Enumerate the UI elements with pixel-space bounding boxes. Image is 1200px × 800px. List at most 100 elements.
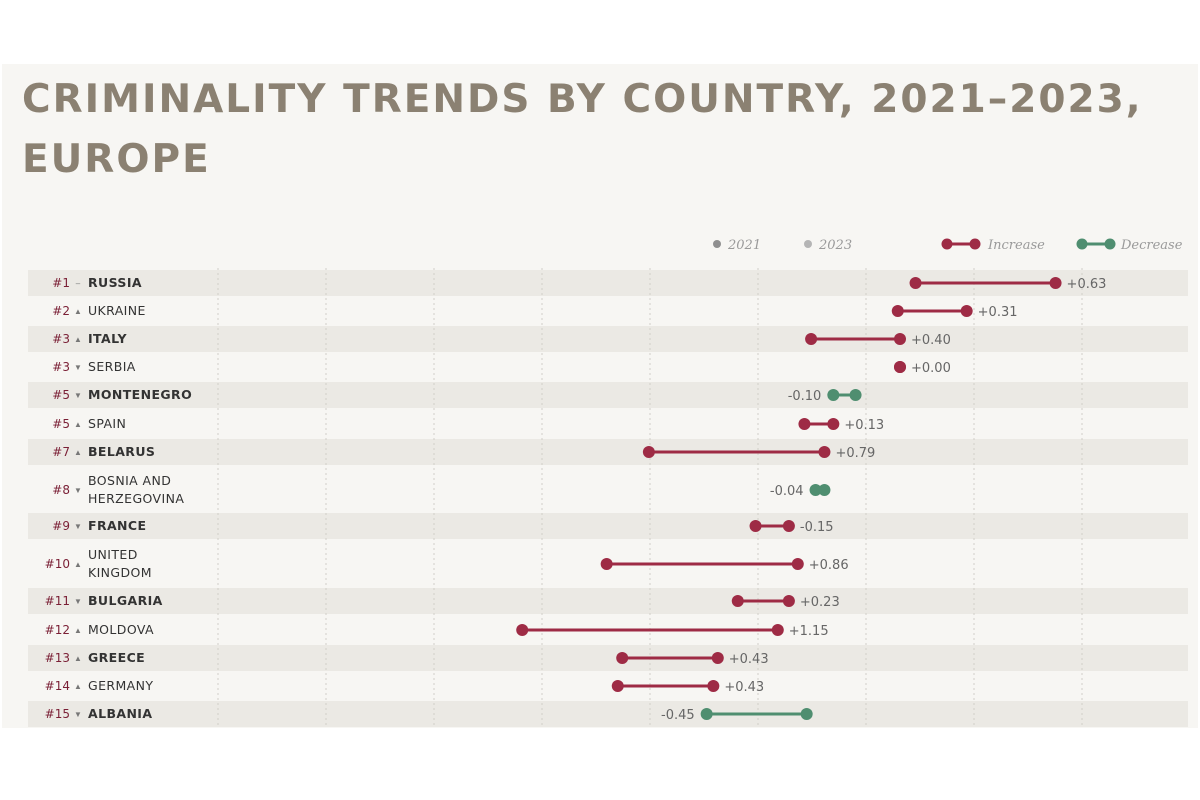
dot-2023 [827, 389, 840, 401]
row-stripe [28, 701, 1188, 727]
rank-label: #15 [45, 707, 70, 721]
trend-arrow: ▼ [74, 363, 82, 372]
chart-title: CRIMINALITY TRENDS BY COUNTRY, 2021–2023… [22, 77, 1143, 182]
dot-2023 [707, 680, 720, 692]
country-label: BELARUS [88, 444, 155, 459]
change-label: +0.31 [978, 305, 1018, 320]
dot-2021 [782, 520, 795, 532]
country-label: KINGDOM [88, 565, 152, 580]
rank-label: #3 [52, 332, 70, 346]
country-label: SPAIN [88, 416, 126, 431]
rank-label: #12 [45, 623, 70, 637]
change-label: +0.00 [911, 361, 951, 376]
change-label: +0.79 [835, 446, 875, 461]
legend-label-2021: 2021 [727, 238, 761, 253]
trend-arrow: ▲ [74, 626, 82, 635]
trend-arrow: ▲ [74, 448, 82, 457]
rank-label: #10 [45, 557, 70, 571]
rank-label: #1 [52, 276, 70, 290]
change-label: +0.23 [800, 595, 840, 610]
change-label: +0.43 [729, 652, 769, 667]
country-label: MONTENEGRO [88, 387, 192, 402]
row-stripe [28, 382, 1188, 408]
trend-arrow: ▲ [74, 335, 82, 344]
dot-2021 [805, 333, 818, 345]
trend-arrow: ▼ [74, 522, 82, 531]
dot-2023 [791, 558, 804, 570]
legend-increase-dot [969, 238, 981, 250]
trend-arrow: ▲ [74, 307, 82, 316]
trend-arrow: ▼ [74, 710, 82, 719]
change-label: -0.45 [661, 708, 695, 723]
rank-label: #9 [52, 519, 70, 533]
rank-label: #7 [52, 445, 70, 459]
change-label: +1.15 [789, 624, 829, 639]
rank-label: #11 [45, 594, 70, 608]
legend-increase-dot [941, 238, 953, 250]
legend-label-2023: 2023 [818, 238, 852, 253]
country-label: UKRAINE [88, 303, 146, 318]
trend-arrow: – [76, 279, 81, 288]
dot-2021 [891, 305, 904, 317]
country-label: BOSNIA AND [88, 473, 171, 488]
dot-2021 [849, 389, 862, 401]
change-label: +0.40 [911, 333, 951, 348]
rank-label: #8 [52, 483, 70, 497]
dot-2023 [700, 708, 713, 720]
trend-arrow: ▼ [74, 597, 82, 606]
dot-2023 [894, 333, 906, 345]
trend-arrow: ▲ [74, 560, 82, 569]
country-label: RUSSIA [88, 275, 142, 290]
country-label: MOLDOVA [88, 622, 154, 637]
dot-2021 [600, 558, 613, 570]
change-label: -0.15 [800, 520, 834, 535]
country-label: ALBANIA [88, 706, 152, 721]
row-stripe [28, 645, 1188, 671]
row-stripe [28, 439, 1188, 465]
country-label: BULGARIA [88, 593, 163, 608]
dot-2023 [782, 595, 795, 607]
change-label: +0.13 [844, 418, 884, 433]
country-label: HERZEGOVINA [88, 491, 184, 506]
legend-dot-2021 [713, 240, 721, 248]
row-stripe [28, 588, 1188, 614]
change-label: +0.63 [1067, 277, 1107, 292]
rank-label: #14 [45, 679, 70, 693]
legend-dot-2023 [804, 240, 812, 248]
row-stripe [28, 513, 1188, 539]
dot-2021 [800, 708, 813, 720]
change-label: +0.43 [724, 680, 764, 695]
country-label: GREECE [88, 650, 145, 665]
dot-2023 [749, 520, 762, 532]
dot-2021 [818, 484, 831, 496]
rank-label: #5 [52, 417, 70, 431]
dot-2021 [516, 624, 529, 636]
dot-2023 [960, 305, 973, 317]
dot-2021 [909, 277, 922, 289]
dot-2021 [798, 418, 811, 430]
country-label: FRANCE [88, 518, 146, 533]
country-label: ITALY [88, 331, 127, 346]
country-label: SERBIA [88, 359, 136, 374]
row-stripe [28, 326, 1188, 352]
trend-arrow: ▼ [74, 486, 82, 495]
legend-label-decrease: Decrease [1120, 238, 1183, 253]
change-label: -0.04 [770, 484, 804, 499]
trend-arrow: ▲ [74, 420, 82, 429]
rank-label: #3 [52, 360, 70, 374]
rank-label: #5 [52, 388, 70, 402]
trend-arrow: ▲ [74, 654, 82, 663]
legend-decrease-dot [1104, 238, 1116, 250]
dot-2023 [711, 652, 724, 664]
dot-2023 [827, 418, 840, 430]
rank-label: #2 [52, 304, 70, 318]
dot-2021 [642, 446, 655, 458]
change-label: -0.10 [788, 389, 822, 404]
dot-2023 [894, 361, 906, 373]
legend-label-increase: Increase [987, 238, 1045, 253]
change-label: +0.86 [809, 558, 849, 573]
dot-2023 [818, 446, 831, 458]
dot-2023 [809, 484, 822, 496]
dot-2023 [1049, 277, 1062, 289]
